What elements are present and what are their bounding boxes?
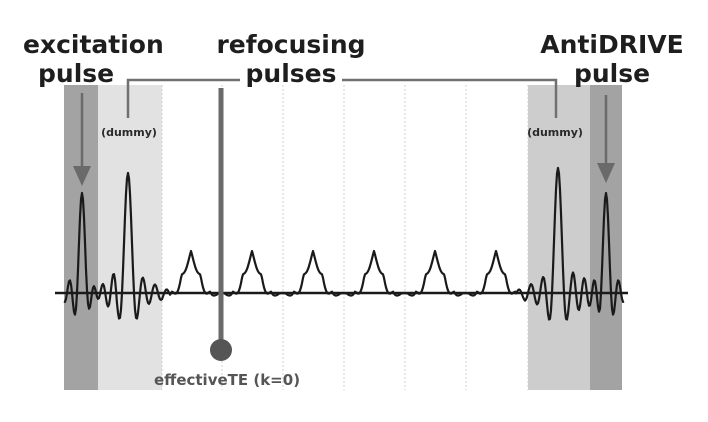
antidrive-label-line1: AntiDRIVE <box>540 30 683 59</box>
dummy-band-left <box>98 85 162 390</box>
dummy-label-right: (dummy) <box>527 126 583 139</box>
antidrive-label-line2: pulse <box>574 59 650 88</box>
dummy-band-right <box>528 85 590 390</box>
excitation-arrow <box>73 93 91 186</box>
refocusing-label-line1: refocusing <box>216 30 365 59</box>
signal-waveform <box>63 166 625 321</box>
refocusing-label-line2: pulses <box>246 59 337 88</box>
refocusing-bracket <box>126 78 558 118</box>
excitation-label-line1: excitation <box>23 30 164 59</box>
dummy-label-left: (dummy) <box>101 126 157 139</box>
effective-te-dot <box>210 339 232 361</box>
excitation-label-line2: pulse <box>38 59 114 88</box>
effective-te-label: effectiveTE (k=0) <box>154 371 300 389</box>
antidrive-arrow <box>597 95 615 183</box>
